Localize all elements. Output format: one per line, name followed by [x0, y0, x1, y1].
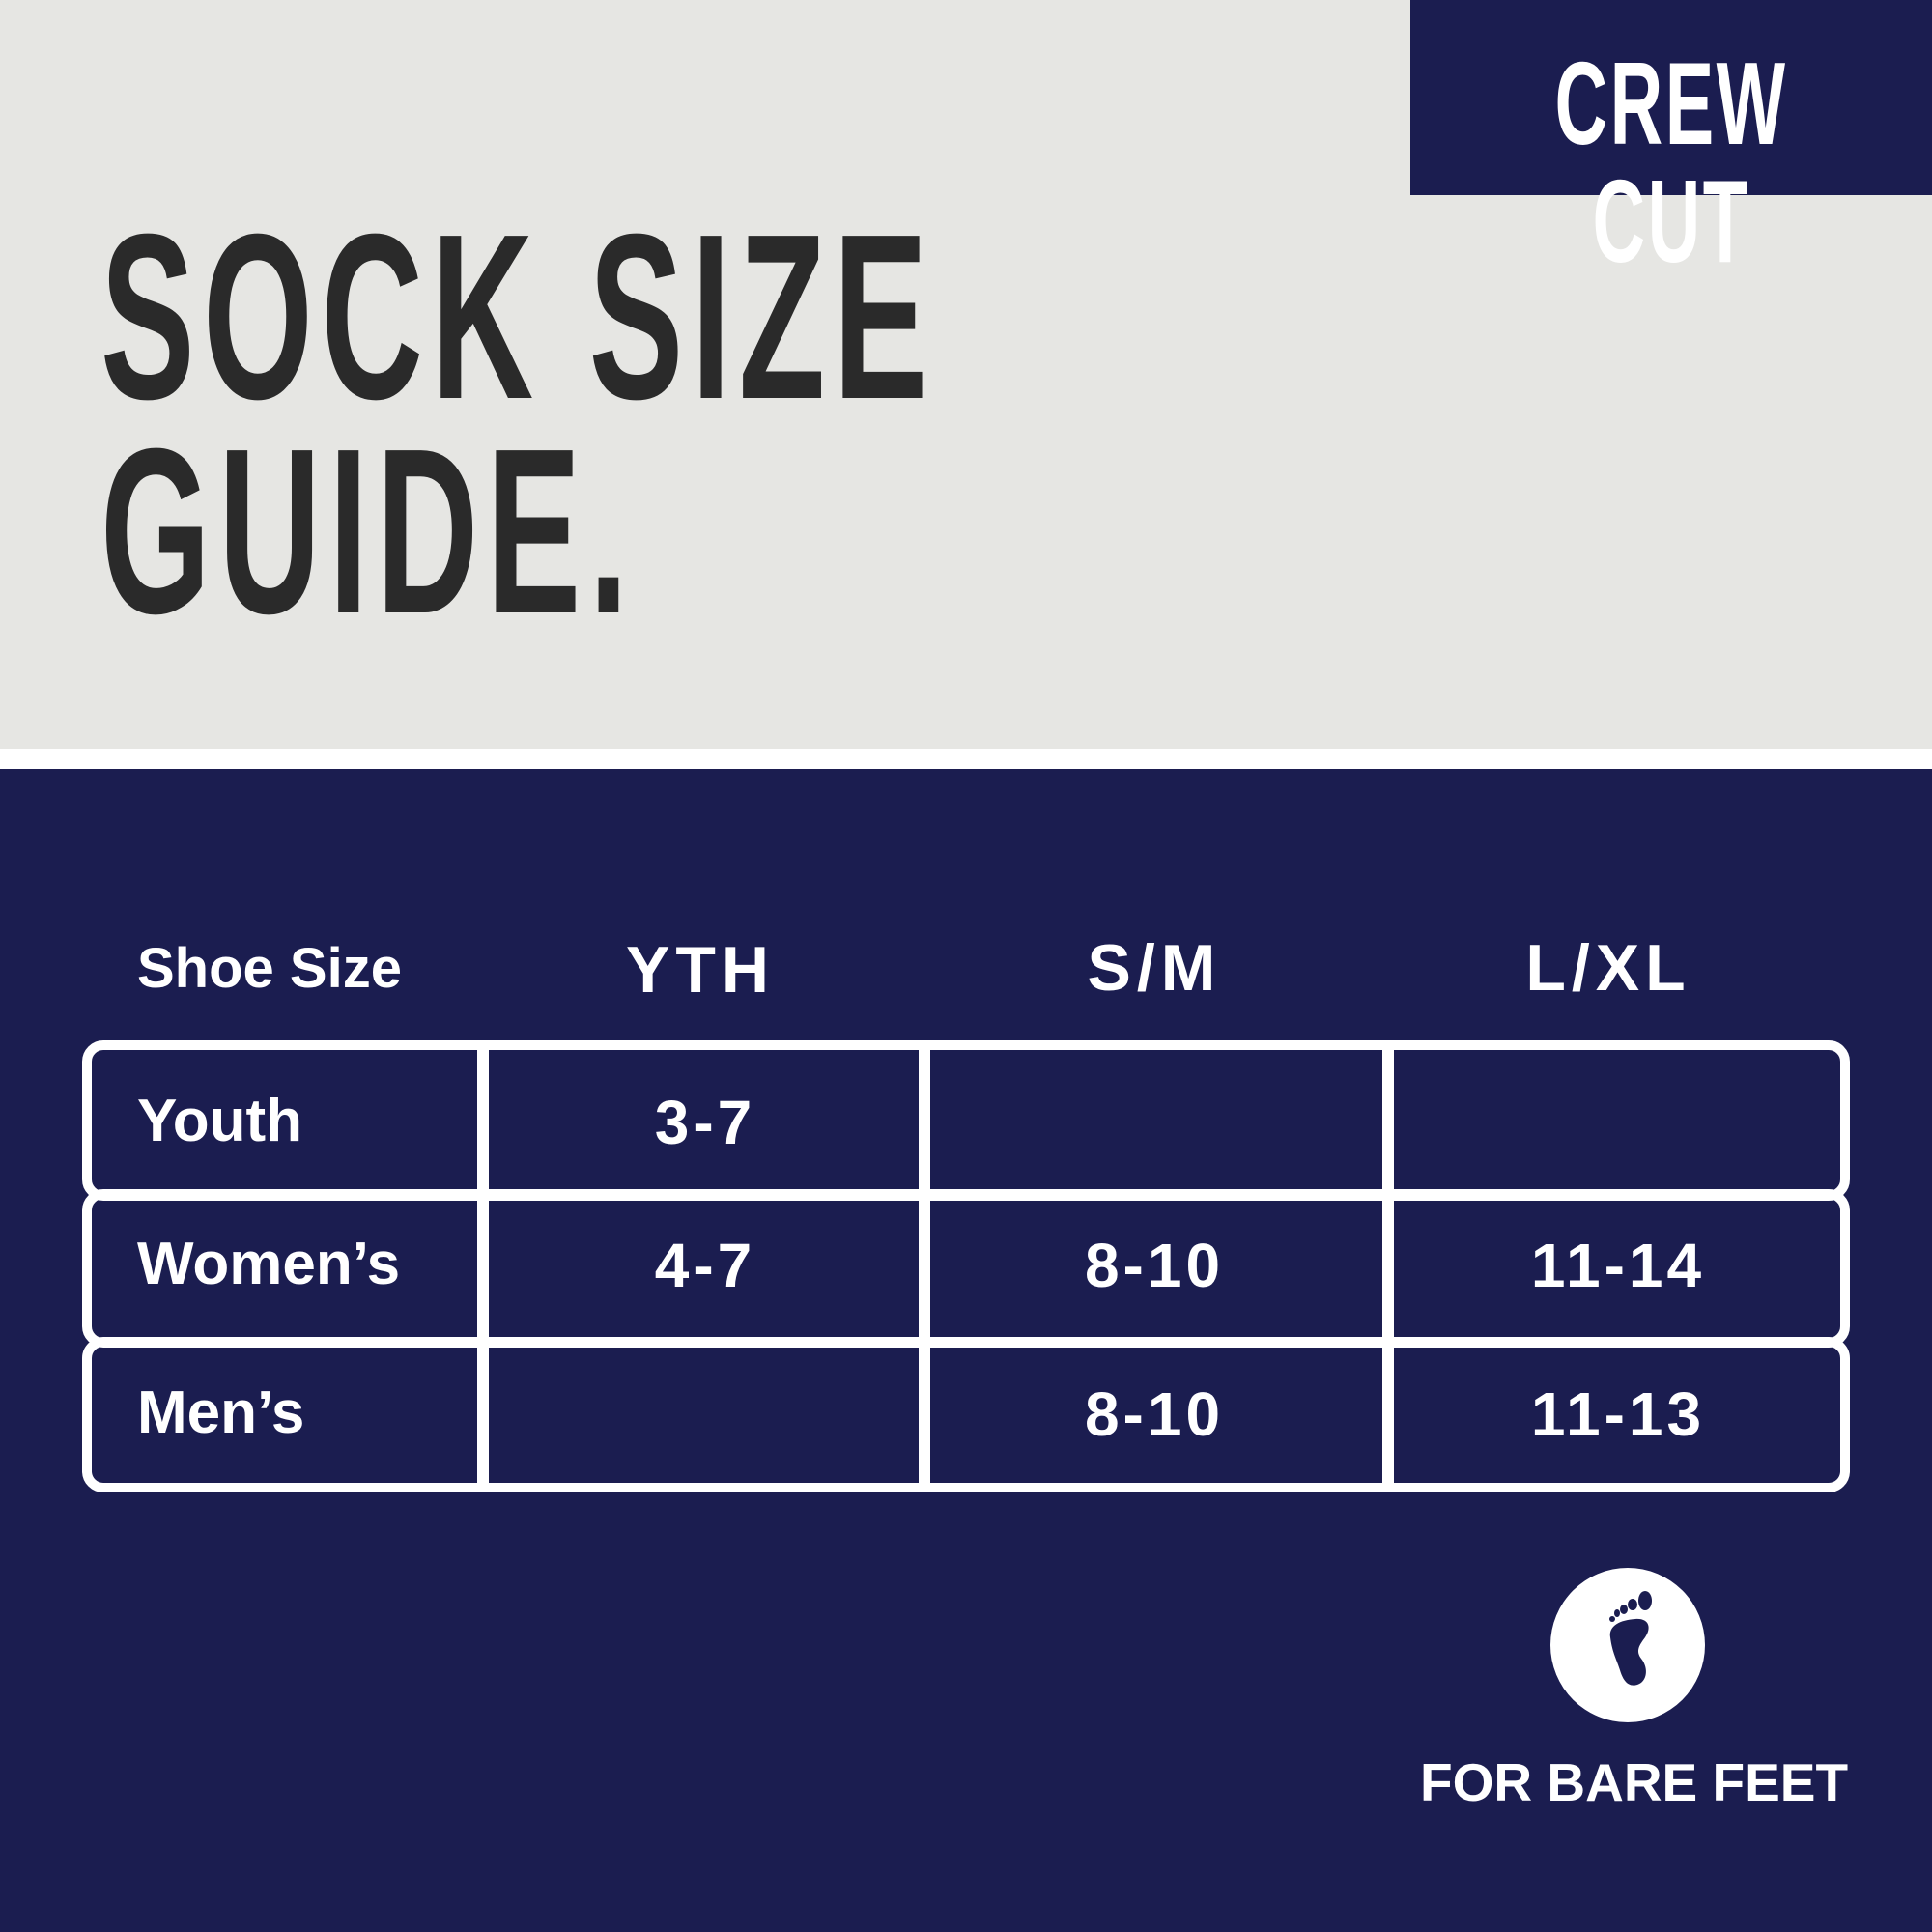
page-title-line2: GUIDE.	[100, 399, 637, 663]
column-header-lxl: L/XL	[1525, 931, 1691, 1005]
row-label-womens: Women’s	[137, 1231, 401, 1297]
row-label-youth: Youth	[137, 1088, 303, 1154]
crew-cut-badge: CREW CUT	[1410, 0, 1932, 280]
bare-foot-icon	[1550, 1568, 1705, 1722]
row-label-mens: Men’s	[137, 1379, 305, 1446]
column-header-yth: YTH	[626, 933, 775, 1007]
bare-feet-label: FOR BARE FEET	[1420, 1752, 1849, 1812]
cell-womens-lxl: 11-14	[1530, 1231, 1706, 1300]
cell-youth-yth: 3-7	[654, 1088, 756, 1157]
column-header-sm: S/M	[1087, 931, 1222, 1005]
table-row-youth	[82, 1040, 1850, 1201]
cell-womens-yth: 4-7	[654, 1231, 756, 1300]
size-table-panel	[0, 769, 1932, 1932]
badge-label: CREW CUT	[1554, 38, 1788, 287]
column-divider	[477, 1040, 489, 1492]
column-divider	[1382, 1040, 1394, 1492]
column-divider	[919, 1040, 930, 1492]
cell-mens-sm: 8-10	[1084, 1379, 1225, 1449]
cell-mens-lxl: 11-13	[1530, 1379, 1706, 1449]
table-row-mens	[82, 1337, 1850, 1492]
cell-womens-sm: 8-10	[1084, 1231, 1225, 1300]
corner-header: Shoe Size	[137, 937, 402, 1000]
page-title-line1: SOCK SIZE	[100, 185, 936, 448]
